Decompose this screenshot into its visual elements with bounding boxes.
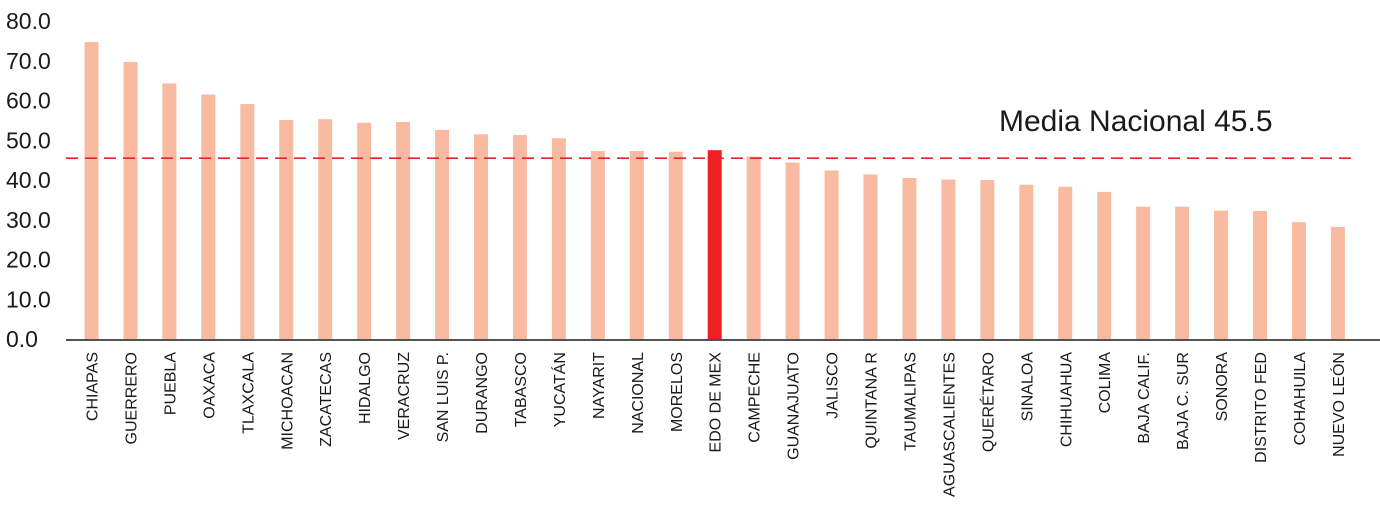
x-tick-label: TLAXCALA (240, 352, 257, 434)
x-axis-labels: CHIAPAS GUERRERO PUEBLA OAXACA TLAXCALA MICHO… (85, 352, 1348, 497)
x-tick-label: NUEVO LEÓN (1329, 352, 1348, 457)
bar (1214, 210, 1229, 339)
bar (1058, 186, 1073, 339)
bar (863, 174, 878, 339)
x-tick-label: QUERÉTARO (978, 352, 997, 452)
x-tick-label: SONORA (1214, 352, 1231, 422)
bar (629, 150, 644, 339)
bar (1175, 206, 1190, 339)
x-tick-label: CHIAPAS (85, 352, 102, 421)
bar (746, 156, 761, 339)
bar (1330, 226, 1345, 339)
bar (590, 150, 605, 339)
x-tick-label: HIDALGO (357, 352, 374, 424)
bar (785, 162, 800, 339)
bar (824, 170, 839, 339)
bar (941, 179, 956, 339)
y-tick-label: 40.0 (6, 167, 51, 193)
x-tick-label: SAN LUIS P. (435, 352, 452, 442)
x-tick-label: NACIONAL (630, 352, 647, 434)
bar (318, 119, 333, 340)
bar (512, 135, 527, 339)
bar (201, 94, 216, 339)
x-tick-label: TAUMALIPAS (902, 352, 919, 451)
y-tick-label: 20.0 (6, 247, 51, 273)
x-tick-label: PUEBLA (162, 352, 179, 415)
bar (1136, 206, 1151, 339)
x-tick-label: GUERRERO (123, 352, 140, 444)
y-tick-label: 80.0 (6, 8, 51, 34)
bar (551, 138, 566, 339)
x-tick-label: SINALOA (1019, 352, 1036, 422)
x-tick-label: QUINTANA R (864, 352, 881, 449)
bar (474, 134, 488, 339)
x-tick-label: CHIHUAHUA (1058, 352, 1075, 447)
y-tick-label: 30.0 (6, 207, 51, 233)
x-tick-label: AGUASCALIENTES (941, 352, 958, 497)
x-tick-label: EDO DE MEX (708, 352, 725, 453)
x-tick-label: JALISCO (825, 352, 842, 419)
bar-highlight (707, 150, 722, 339)
bars (84, 42, 1345, 340)
x-tick-label: COHAHUILA (1292, 352, 1309, 446)
x-tick-label: ZACATECAS (318, 352, 335, 447)
y-tick-label: 10.0 (6, 286, 51, 312)
bar (357, 122, 372, 339)
y-tick-label: 60.0 (6, 88, 51, 114)
x-tick-label: MICHOACAN (279, 352, 296, 450)
x-tick-label: BAJA CALIF. (1136, 352, 1153, 444)
bar (902, 178, 917, 339)
bar (1019, 184, 1034, 339)
y-axis-ticks: 0.0 10.0 20.0 30.0 40.0 50.0 60.0 70.0 80.0 (6, 8, 51, 352)
x-tick-label: OAXACA (201, 352, 218, 419)
bar (396, 121, 411, 339)
x-tick-label: NAYARIT (591, 352, 608, 419)
bar (1253, 211, 1267, 339)
x-tick-label: COLIMA (1097, 352, 1114, 414)
x-tick-label: DISTRITO FED (1253, 352, 1270, 463)
bar (240, 104, 255, 339)
bar (980, 180, 995, 339)
x-tick-label: TABASCO (513, 352, 530, 427)
bar (1291, 222, 1306, 339)
y-tick-label: 50.0 (6, 127, 51, 153)
bar (1097, 191, 1112, 339)
x-tick-label: MORELOS (669, 352, 686, 432)
x-tick-label: GUANAJUATO (786, 352, 803, 460)
reference-line-label: Media Nacional 45.5 (999, 105, 1273, 138)
bar (668, 151, 683, 339)
y-tick-label: 0.0 (6, 326, 38, 352)
bar (162, 83, 177, 339)
x-tick-label: DURANGO (474, 352, 491, 434)
bar (279, 119, 294, 339)
bar (435, 129, 450, 339)
bar (84, 42, 99, 339)
x-tick-label: VERACRUZ (396, 352, 413, 440)
y-tick-label: 70.0 (6, 48, 51, 74)
x-tick-label: CAMPECHE (747, 352, 764, 443)
bar (123, 61, 138, 339)
x-tick-label: YUCATÁN (550, 352, 569, 427)
x-tick-label: BAJA C. SUR (1175, 352, 1192, 450)
